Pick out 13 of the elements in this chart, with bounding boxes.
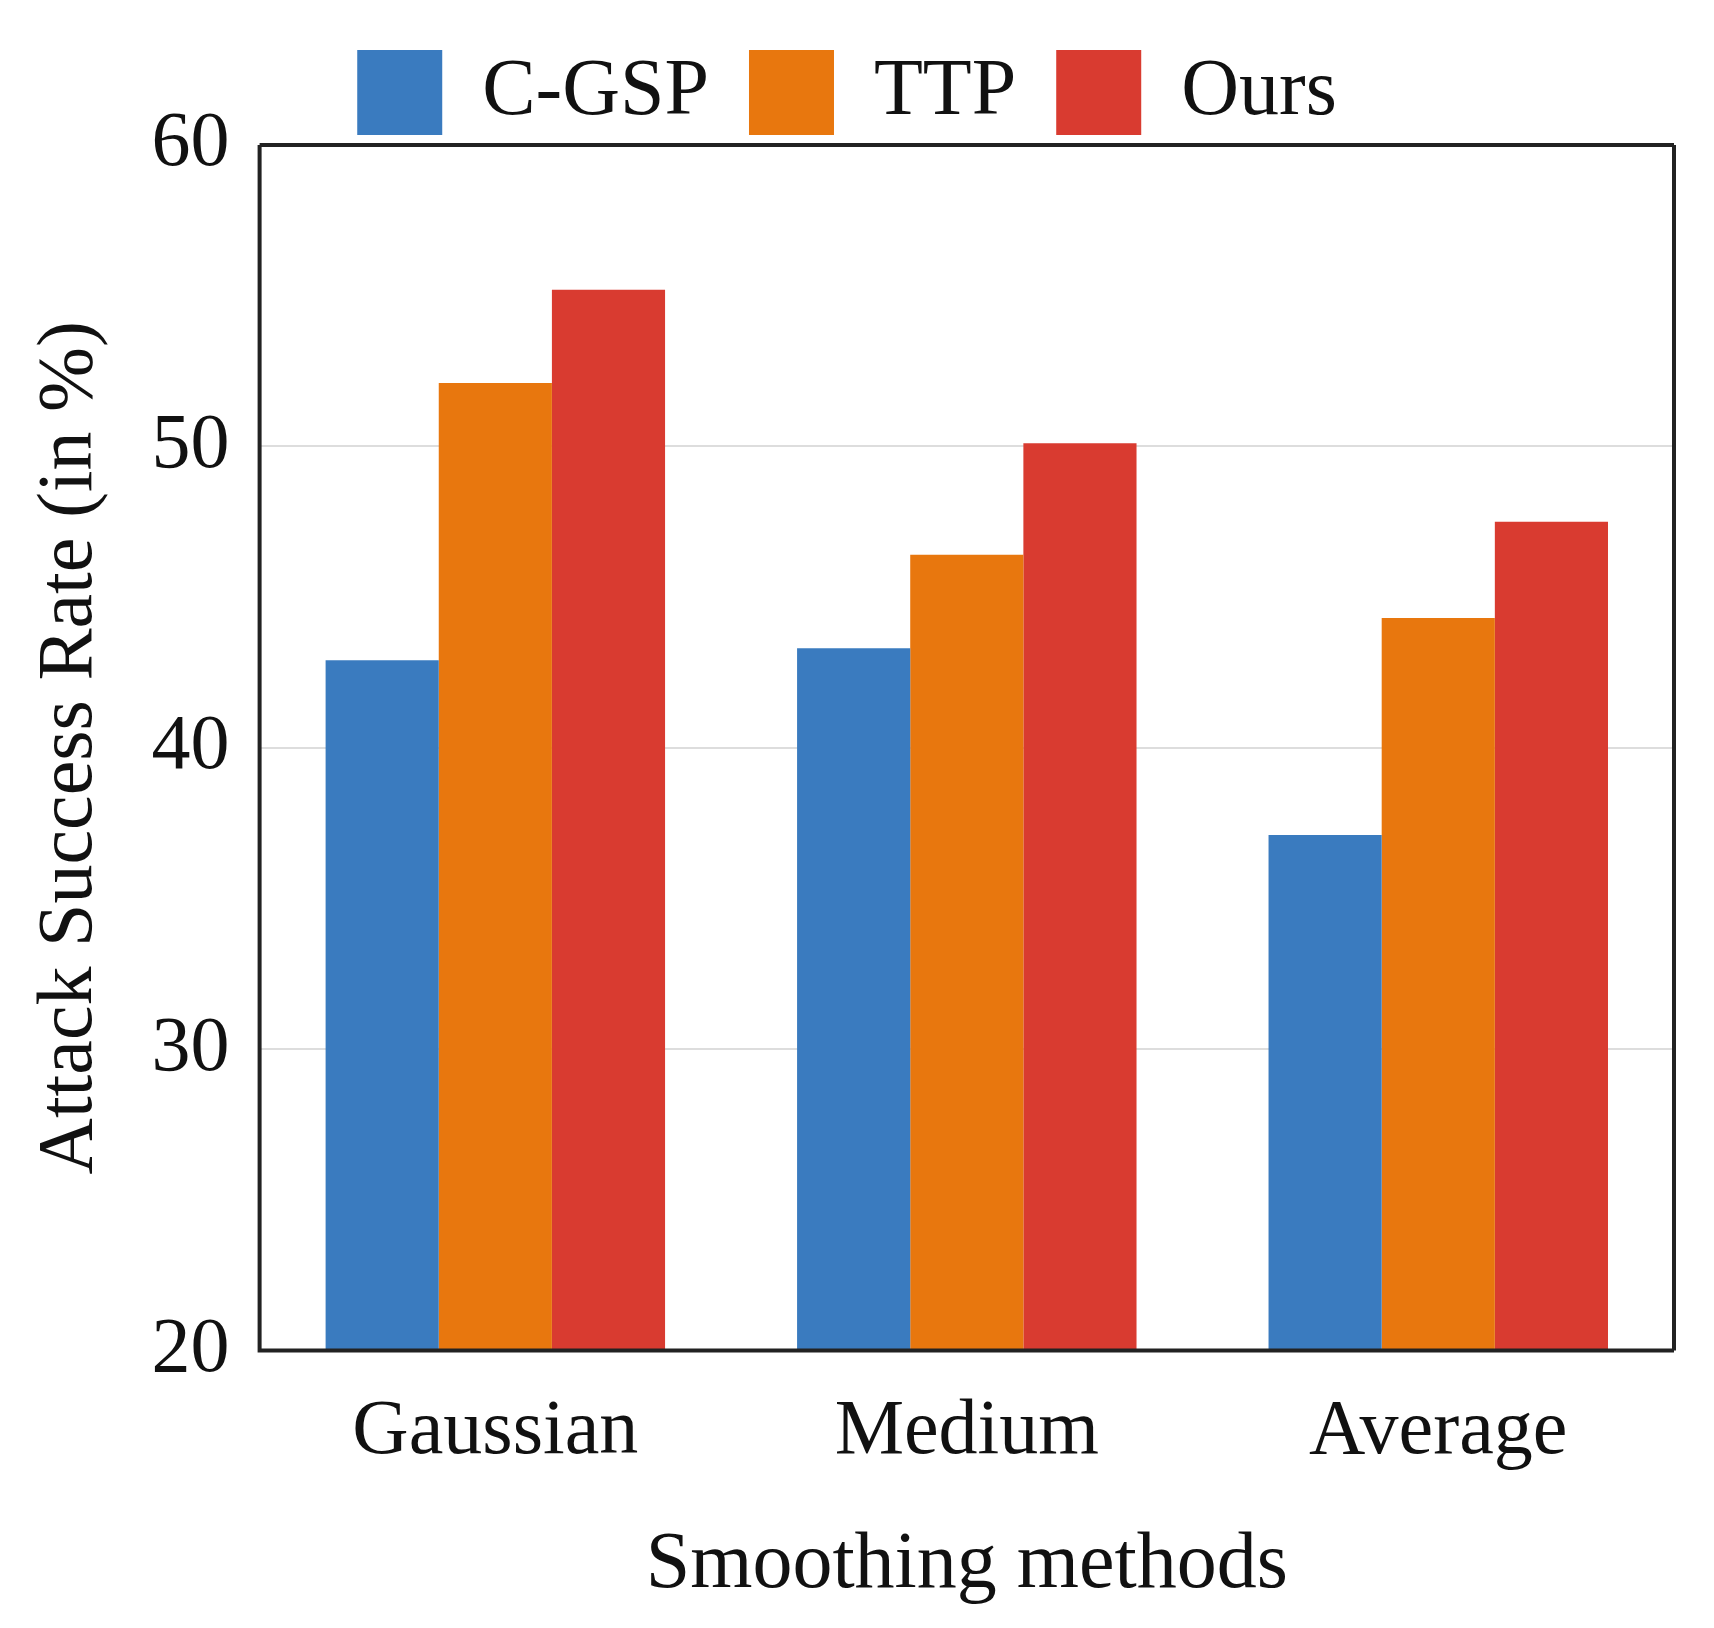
legend-label: TTP — [873, 42, 1017, 131]
legend-label: C-GSP — [482, 42, 709, 131]
x-axis-title: Smoothing methods — [645, 1516, 1288, 1605]
y-tick-label: 20 — [151, 1300, 230, 1388]
y-tick-label: 50 — [151, 396, 230, 484]
y-tick-label: 40 — [151, 698, 230, 786]
legend-label: Ours — [1181, 42, 1337, 131]
x-tick-label: Medium — [834, 1382, 1099, 1470]
y-tick-label: 30 — [151, 999, 230, 1087]
x-tick-label: Gaussian — [352, 1382, 639, 1470]
y-tick-label: 60 — [151, 95, 230, 183]
x-tick-label: Average — [1309, 1382, 1568, 1470]
y-axis-title: Attack Success Rate (in %) — [21, 321, 109, 1175]
